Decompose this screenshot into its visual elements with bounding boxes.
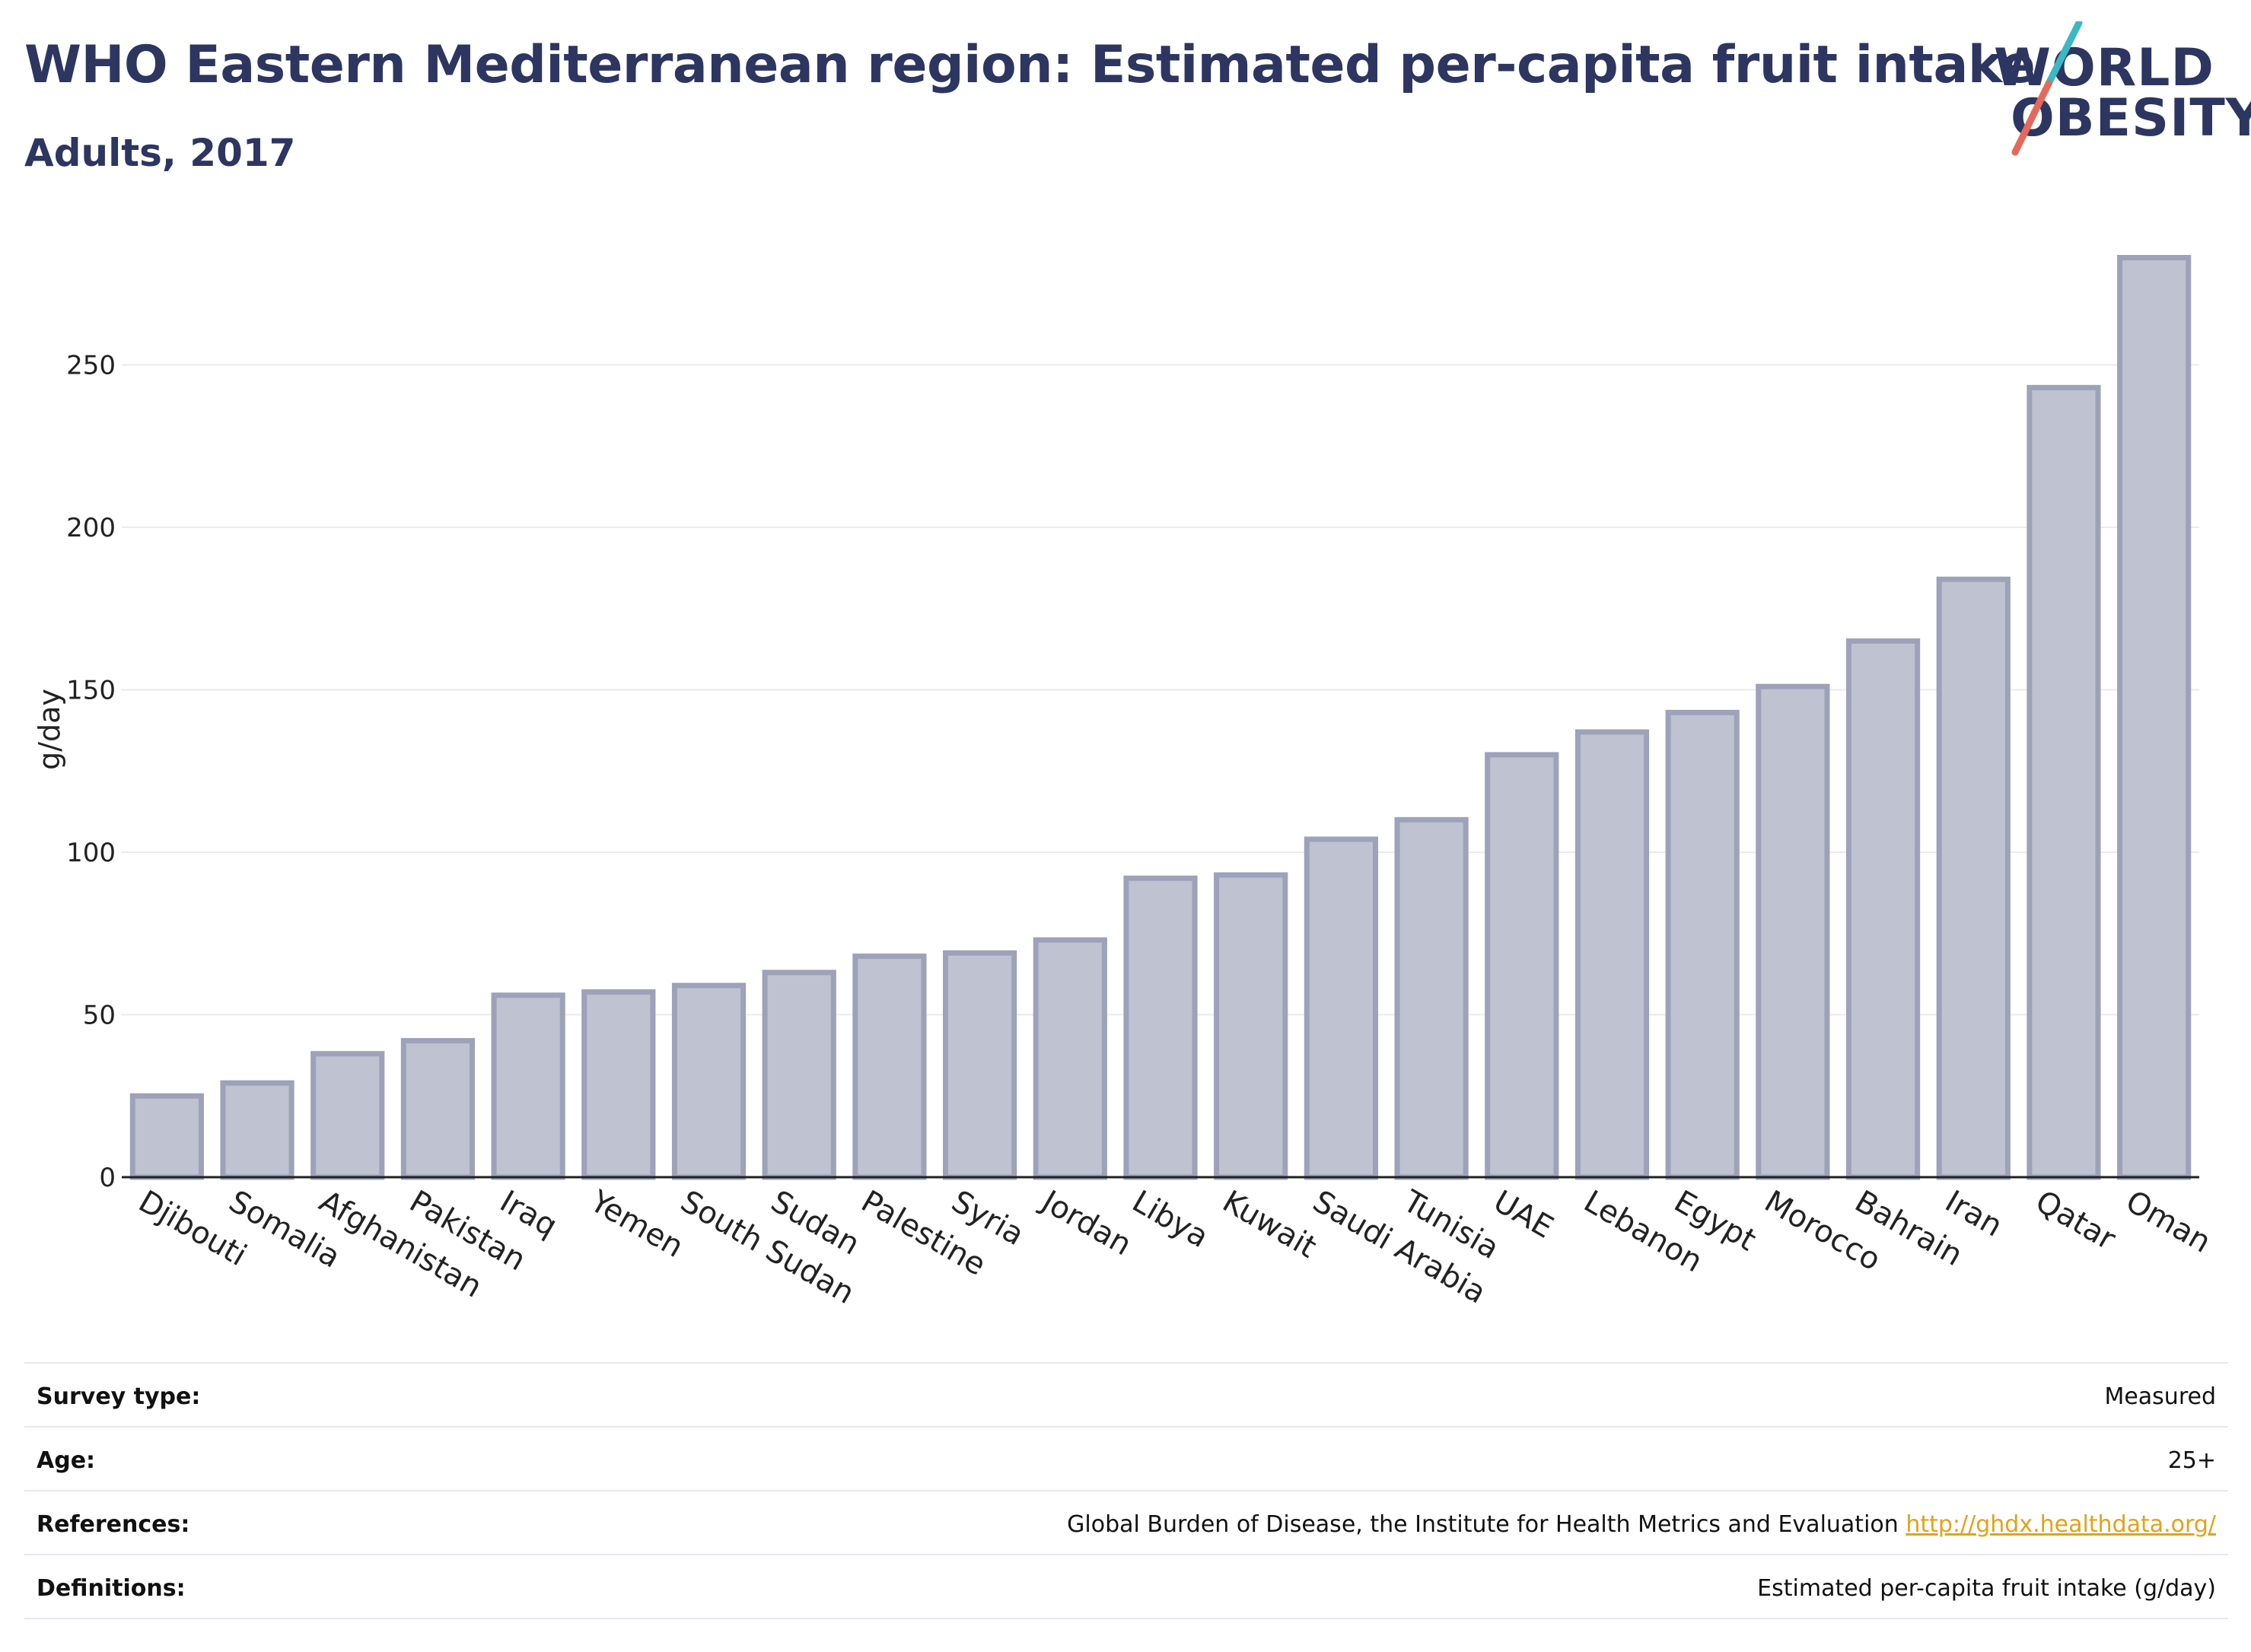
- bar-tunisia: [1394, 816, 1469, 1180]
- references-link[interactable]: http://ghdx.healthdata.org/: [1906, 1511, 2216, 1538]
- y-tick-label: 0: [99, 1163, 116, 1193]
- x-tick-label: Libya: [1126, 1184, 1215, 1255]
- logo-text-world: WORLD: [1994, 38, 2214, 98]
- bar-iraq: [491, 992, 565, 1180]
- bar-oman: [2117, 255, 2192, 1180]
- bar-qatar: [2027, 384, 2101, 1180]
- meta-row-references: References: Global Burden of Disease, th…: [24, 1491, 2228, 1555]
- logo-text-obesity: OBESITY: [2011, 88, 2251, 148]
- bar-south-sudan: [671, 982, 747, 1180]
- x-tick-label: Qatar: [2030, 1184, 2122, 1257]
- bar-kuwait: [1214, 872, 1288, 1180]
- logo-slash-icon: [2011, 21, 2083, 156]
- meta-top-divider: [24, 1362, 2228, 1364]
- bar-sudan: [762, 969, 836, 1180]
- meta-value-definitions: Estimated per-capita fruit intake (g/day…: [1757, 1575, 2216, 1602]
- x-tick-label: Jordan: [1034, 1183, 1138, 1262]
- bar-egypt: [1665, 709, 1740, 1180]
- y-tick-label: 200: [66, 513, 116, 543]
- bar-lebanon: [1574, 729, 1650, 1180]
- x-tick-label: Yemen: [584, 1183, 689, 1265]
- meta-label-age: Age:: [37, 1447, 96, 1474]
- bar-pakistan: [400, 1038, 476, 1180]
- bar-uae: [1485, 752, 1559, 1180]
- x-tick-label: Kuwait: [1217, 1184, 1323, 1265]
- y-tick-label: 100: [66, 838, 116, 868]
- meta-value-survey-type: Measured: [2104, 1383, 2216, 1410]
- bar-saudi-arabia: [1304, 836, 1378, 1180]
- meta-value-references: Global Burden of Disease, the Institute …: [1067, 1511, 2216, 1538]
- y-tick-label: 50: [83, 1000, 116, 1030]
- chart-title: WHO Eastern Mediterranean region: Estima…: [24, 35, 2036, 95]
- bar-morocco: [1756, 683, 1830, 1180]
- bar-palestine: [852, 953, 927, 1180]
- meta-row-age: Age: 25+: [24, 1428, 2228, 1491]
- y-axis-label: g/day: [33, 689, 66, 770]
- bar-somalia: [220, 1080, 295, 1180]
- chart-subtitle: Adults, 2017: [24, 131, 296, 175]
- y-tick-label: 250: [66, 350, 116, 380]
- bar-djibouti: [129, 1093, 204, 1180]
- x-tick-label: Oman: [2120, 1184, 2217, 1260]
- meta-label-survey-type: Survey type:: [37, 1383, 201, 1410]
- meta-row-survey-type: Survey type: Measured: [24, 1364, 2228, 1428]
- meta-label-references: References:: [37, 1511, 190, 1538]
- meta-row-definitions: Definitions: Estimated per-capita fruit …: [24, 1555, 2228, 1619]
- bar-bahrain: [1845, 638, 1921, 1180]
- bar-afghanistan: [310, 1051, 385, 1180]
- bar-yemen: [581, 989, 656, 1180]
- y-tick-label: 150: [66, 675, 116, 705]
- bar-libya: [1123, 875, 1198, 1180]
- bar-chart: 050100150200250g/dayDjiboutiSomaliaAfgha…: [33, 255, 2217, 1311]
- meta-value-age: 25+: [2167, 1447, 2216, 1474]
- bar-syria: [943, 950, 1017, 1180]
- bar-iran: [1936, 576, 2011, 1180]
- meta-label-definitions: Definitions:: [37, 1575, 186, 1602]
- world-obesity-logo: WORLD OBESITY: [1994, 21, 2251, 158]
- references-text: Global Burden of Disease, the Institute …: [1067, 1511, 1906, 1538]
- bar-jordan: [1033, 937, 1107, 1180]
